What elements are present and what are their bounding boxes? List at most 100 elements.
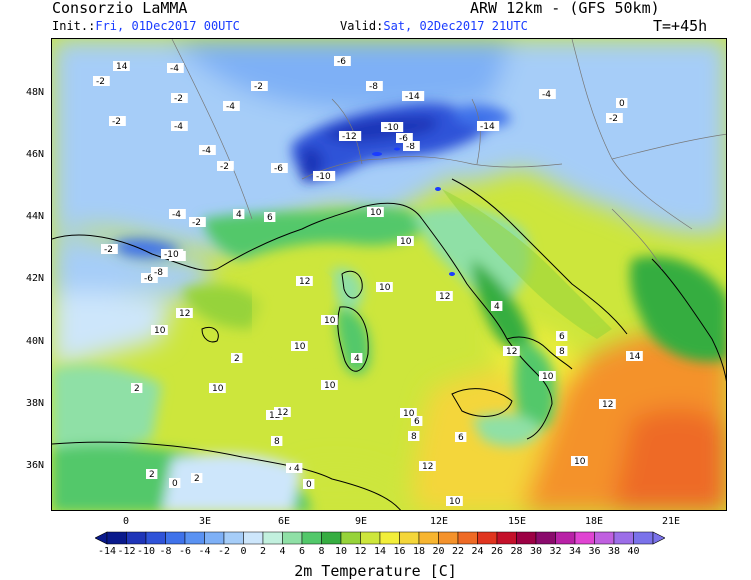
colorbar-cell — [165, 531, 186, 545]
temperature-label: -2 — [189, 217, 206, 228]
temperature-label: -4 — [199, 145, 216, 156]
svg-text:-8: -8 — [369, 82, 378, 92]
colorbar-cell — [243, 531, 264, 545]
lat-label-42n: 42N — [26, 273, 45, 284]
alps-cold — [112, 102, 512, 259]
svg-text:12: 12 — [422, 462, 433, 472]
colorbar-cell — [418, 531, 439, 545]
temperature-label: -14 — [477, 121, 500, 132]
temperature-label: -10 — [313, 171, 336, 182]
svg-text:12: 12 — [602, 400, 613, 410]
svg-text:-14: -14 — [405, 92, 420, 102]
temperature-label: 4 — [491, 301, 503, 312]
lon-label-0: 0 — [122, 516, 130, 527]
temperature-label: 0 — [303, 479, 315, 490]
temperature-label: 12 — [274, 407, 291, 418]
colorbar-tick-label: 20 — [432, 546, 445, 557]
temperature-label: 4 — [291, 463, 303, 474]
svg-text:0: 0 — [619, 99, 625, 109]
colorbar-tick-label: 2 — [259, 546, 267, 557]
svg-text:4: 4 — [294, 464, 300, 474]
temperature-label: -10 — [381, 122, 404, 133]
temperature-label: 12 — [436, 291, 453, 302]
svg-text:12: 12 — [506, 347, 517, 357]
svg-text:4: 4 — [354, 354, 360, 364]
temperature-label: -4 — [539, 89, 556, 100]
temperature-label: 10 — [397, 236, 414, 247]
svg-text:0: 0 — [306, 480, 312, 490]
colorbar-cell — [516, 531, 537, 545]
colorbar-tick-label: -4 — [198, 546, 211, 557]
colorbar-cell — [399, 531, 420, 545]
colorbar-tick-label: 36 — [588, 546, 601, 557]
colorbar-cell — [574, 531, 595, 545]
svg-text:12: 12 — [439, 292, 450, 302]
svg-text:2: 2 — [149, 470, 155, 480]
colorbar-tick-label: 6 — [298, 546, 306, 557]
colorbar-tick-label: -6 — [178, 546, 192, 557]
colorbar-cell — [379, 531, 400, 545]
svg-text:-2: -2 — [96, 77, 105, 87]
temperature-label: 12 — [176, 308, 193, 319]
temperature-label: -2 — [171, 93, 188, 104]
svg-text:-10: -10 — [316, 172, 331, 182]
valid-label: Valid: — [340, 19, 384, 33]
temperature-label: 12 — [503, 346, 520, 357]
svg-text:0: 0 — [172, 479, 178, 489]
model-title: ARW 12km - (GFS 50km) — [470, 0, 660, 17]
colorbar-cell — [594, 531, 615, 545]
svg-text:10: 10 — [400, 237, 412, 247]
temperature-label: 8 — [408, 431, 420, 442]
temperature-label: 4 — [233, 209, 245, 220]
temperature-label: -2 — [93, 76, 110, 87]
init-value: Fri, 01Dec2017 00UTC — [95, 19, 240, 33]
colorbar-tick-label: 24 — [471, 546, 484, 557]
svg-text:-6: -6 — [399, 134, 408, 144]
temperature-label: 8 — [271, 436, 283, 447]
temperature-label: 10 — [571, 456, 588, 467]
colorbar-tick-label: -12 — [117, 546, 136, 557]
svg-text:2: 2 — [194, 474, 200, 484]
colorbar-cell — [262, 531, 283, 545]
temperature-label: -8 — [151, 267, 168, 278]
colorbar-cell — [106, 531, 127, 545]
svg-text:-2: -2 — [609, 114, 618, 124]
init-label: Init.: — [52, 19, 96, 33]
temperature-label: 10 — [539, 371, 556, 382]
colorbar-tick-label: -8 — [159, 546, 172, 557]
svg-text:-2: -2 — [192, 218, 201, 228]
temperature-label: -12 — [339, 131, 362, 142]
temperature-label: 12 — [599, 399, 616, 410]
svg-text:-4: -4 — [202, 146, 211, 156]
colorbar-cell — [633, 531, 654, 545]
temperature-label: 2 — [191, 473, 203, 484]
lakes — [372, 147, 455, 276]
colorbar-tick-label: 10 — [334, 546, 348, 557]
colorbar-tick-label: 40 — [627, 546, 640, 557]
temperature-label: -4 — [171, 121, 188, 132]
colorbar-tick-label: 26 — [490, 546, 504, 557]
temperature-label: 8 — [556, 346, 568, 357]
colorbar-cell — [477, 531, 498, 545]
agency-title: Consorzio LaMMA — [52, 0, 188, 17]
svg-text:-4: -4 — [172, 210, 181, 220]
temperature-label: 6 — [411, 416, 423, 427]
svg-text:6: 6 — [458, 433, 464, 443]
colorbar-high-arrow — [652, 531, 665, 545]
colorbar-tick-label: -2 — [217, 546, 231, 557]
svg-text:-12: -12 — [342, 132, 357, 142]
temperature-label: -4 — [167, 63, 184, 74]
svg-text:-4: -4 — [170, 64, 179, 74]
temperature-label: -2 — [606, 113, 623, 124]
init-time: Init.:Fri, 01Dec2017 00UTC — [52, 20, 240, 32]
temperature-label: -14 — [402, 91, 425, 102]
colorbar-cell — [321, 531, 342, 545]
lon-label-6e: 6E — [277, 516, 291, 527]
colorbar-cell — [204, 531, 225, 545]
lat-label-40n: 40N — [26, 336, 45, 347]
colorbar-tick-label: 30 — [529, 546, 543, 557]
temperature-label: -2 — [251, 81, 268, 92]
lat-label-46n: 46N — [26, 149, 45, 160]
svg-text:4: 4 — [236, 210, 242, 220]
temperature-label: 2 — [146, 469, 158, 480]
